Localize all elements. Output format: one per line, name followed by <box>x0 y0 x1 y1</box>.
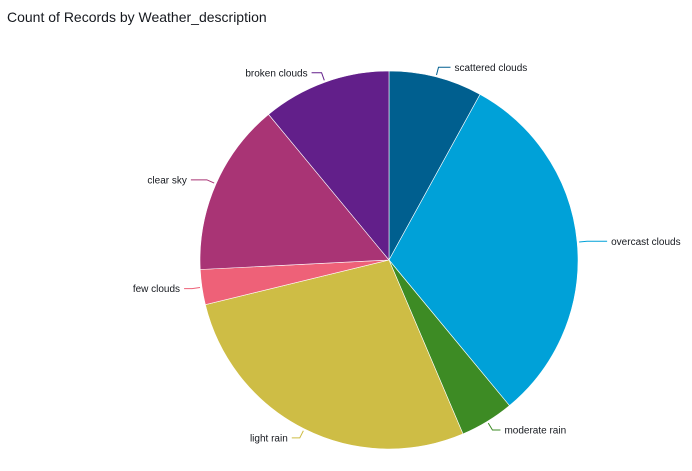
pie-slices <box>199 70 579 450</box>
pie-slice-scattered-clouds[interactable] <box>388 70 481 261</box>
leader-line-light-rain <box>291 430 304 439</box>
chart-title: Count of Records by Weather_description <box>7 9 267 25</box>
leader-line-overcast-clouds <box>579 240 608 243</box>
slice-label-few-clouds: few clouds <box>133 284 180 295</box>
pie-slice-clear-sky[interactable] <box>199 113 390 270</box>
pie-labels: scattered clouds overcast clouds moderate … <box>133 63 681 445</box>
slice-label-broken-clouds: broken clouds <box>245 68 307 79</box>
leader-line-moderate-rain <box>487 422 501 431</box>
pie-slice-overcast-clouds[interactable] <box>388 93 579 407</box>
slice-label-moderate-rain: moderate rain <box>504 426 566 437</box>
leader-line-clear-sky <box>190 179 215 184</box>
leader-line-few-clouds <box>184 287 201 290</box>
slice-label-light-rain: light rain <box>250 433 288 444</box>
leader-line-scattered-clouds <box>436 66 451 76</box>
leader-line-broken-clouds <box>311 72 325 81</box>
slice-label-overcast-clouds: overcast clouds <box>611 237 680 248</box>
slice-label-clear-sky: clear sky <box>147 175 186 186</box>
slice-label-scattered-clouds: scattered clouds <box>454 63 527 74</box>
pie-slice-broken-clouds[interactable] <box>268 70 390 261</box>
pie-slice-light-rain[interactable] <box>204 259 464 450</box>
